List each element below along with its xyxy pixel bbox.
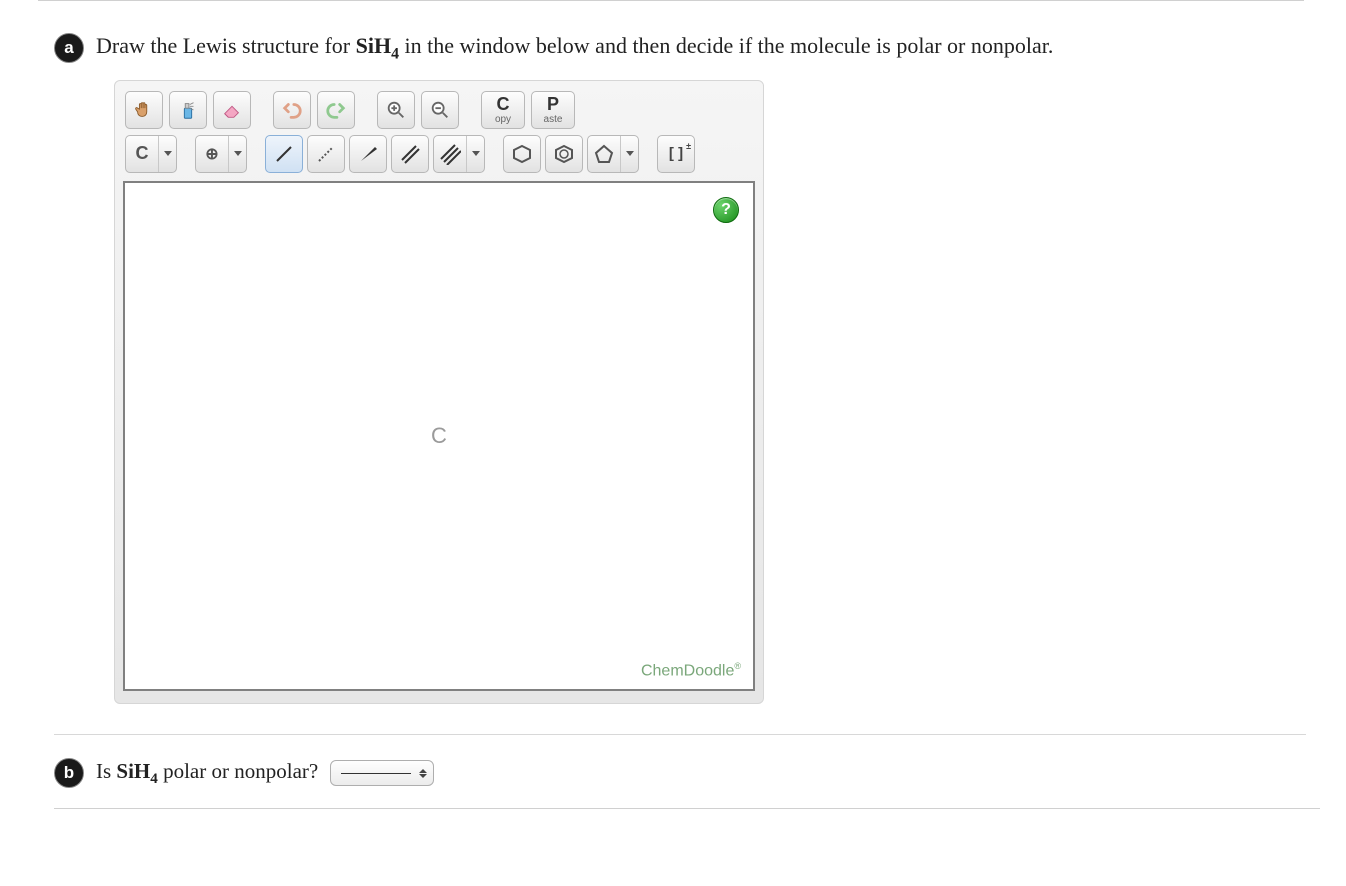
formula-b-base: SiH — [116, 759, 150, 783]
dotted-bond-button[interactable] — [307, 135, 345, 173]
brand-mark: ® — [734, 661, 741, 671]
clear-tool-button[interactable] — [169, 91, 207, 129]
wedge-bond-icon — [357, 143, 379, 165]
part-a-badge: a — [54, 33, 84, 63]
spray-icon — [177, 99, 199, 121]
polarity-select[interactable] — [330, 760, 434, 786]
erase-tool-button[interactable] — [213, 91, 251, 129]
element-picker[interactable]: C — [125, 135, 177, 173]
zoom-out-icon — [429, 99, 451, 121]
hexagon-icon — [511, 143, 533, 165]
toolbar-row-2: C ⊕ — [123, 135, 755, 181]
prompt-prefix: Draw the Lewis structure for — [96, 33, 356, 58]
redo-icon — [325, 99, 347, 121]
triple-bond-picker[interactable] — [433, 135, 485, 173]
undo-button[interactable] — [273, 91, 311, 129]
ring-dropdown[interactable] — [620, 136, 638, 172]
formula-sub: 4 — [391, 45, 399, 62]
canvas-placeholder-atom: C — [431, 423, 447, 449]
formula-base: SiH — [356, 33, 391, 58]
formula-b-sub: 4 — [150, 771, 158, 787]
bottom-rule — [54, 808, 1320, 809]
zoom-in-icon — [385, 99, 407, 121]
chemdoodle-sketcher: C opy P aste C ⊕ — [114, 80, 764, 704]
chemdoodle-brand: ChemDoodle® — [641, 661, 741, 680]
prompt-suffix: in the window below and then decide if t… — [399, 33, 1053, 58]
single-bond-button[interactable] — [265, 135, 303, 173]
charge-dropdown[interactable] — [228, 136, 246, 172]
copy-button[interactable]: C opy — [481, 91, 525, 129]
part-b-badge: b — [54, 758, 84, 788]
page-root: a Draw the Lewis structure for SiH4 in t… — [0, 0, 1346, 809]
element-label: C — [126, 136, 158, 172]
redo-button[interactable] — [317, 91, 355, 129]
triple-bond-icon — [434, 136, 466, 172]
eraser-icon — [221, 99, 243, 121]
bond-dropdown[interactable] — [466, 136, 484, 172]
prompt-b-prefix: Is — [96, 759, 116, 783]
paste-button[interactable]: P aste — [531, 91, 575, 129]
zoom-out-button[interactable] — [421, 91, 459, 129]
select-blank — [341, 773, 411, 774]
prompt-b-suffix: polar or nonpolar? — [158, 759, 318, 783]
zoom-in-button[interactable] — [377, 91, 415, 129]
ring-picker[interactable] — [587, 135, 639, 173]
bracket-sup: ± — [686, 142, 691, 151]
help-button[interactable]: ? — [713, 197, 739, 223]
drawing-canvas[interactable]: ? C ChemDoodle® — [123, 181, 755, 691]
paste-label-top: P — [547, 95, 559, 113]
bracket-charge-button[interactable]: [ ]± — [657, 135, 695, 173]
pentagon-icon — [588, 136, 620, 172]
benzene-icon — [553, 143, 575, 165]
cyclohexane-button[interactable] — [503, 135, 541, 173]
formula-sih4: SiH4 — [356, 33, 399, 58]
toolbar-row-1: C opy P aste — [123, 89, 755, 135]
copy-label-bot: opy — [495, 115, 511, 125]
charge-picker[interactable]: ⊕ — [195, 135, 247, 173]
wedge-bond-button[interactable] — [349, 135, 387, 173]
select-stepper-icon — [419, 769, 427, 778]
move-tool-button[interactable] — [125, 91, 163, 129]
part-b-prompt: Is SiH4 polar or nonpolar? — [96, 757, 318, 790]
benzene-button[interactable] — [545, 135, 583, 173]
question-part-b: b Is SiH4 polar or nonpolar? — [54, 734, 1306, 790]
part-a-header: a Draw the Lewis structure for SiH4 in t… — [54, 31, 1306, 66]
formula-b-sih4: SiH4 — [116, 759, 157, 783]
double-bond-icon — [399, 143, 421, 165]
undo-icon — [281, 99, 303, 121]
hand-icon — [133, 99, 155, 121]
paste-label-bot: aste — [544, 115, 563, 125]
charge-label: ⊕ — [196, 136, 228, 172]
brand-text: ChemDoodle — [641, 663, 734, 680]
copy-label-top: C — [497, 95, 510, 113]
question-part-a: a Draw the Lewis structure for SiH4 in t… — [40, 1, 1306, 808]
bracket-label: [ ]± — [669, 146, 683, 161]
bracket-text: [ ] — [669, 145, 683, 162]
single-bond-icon — [273, 143, 295, 165]
double-bond-button[interactable] — [391, 135, 429, 173]
element-dropdown[interactable] — [158, 136, 176, 172]
dotted-bond-icon — [315, 143, 337, 165]
part-a-prompt: Draw the Lewis structure for SiH4 in the… — [96, 31, 1053, 66]
